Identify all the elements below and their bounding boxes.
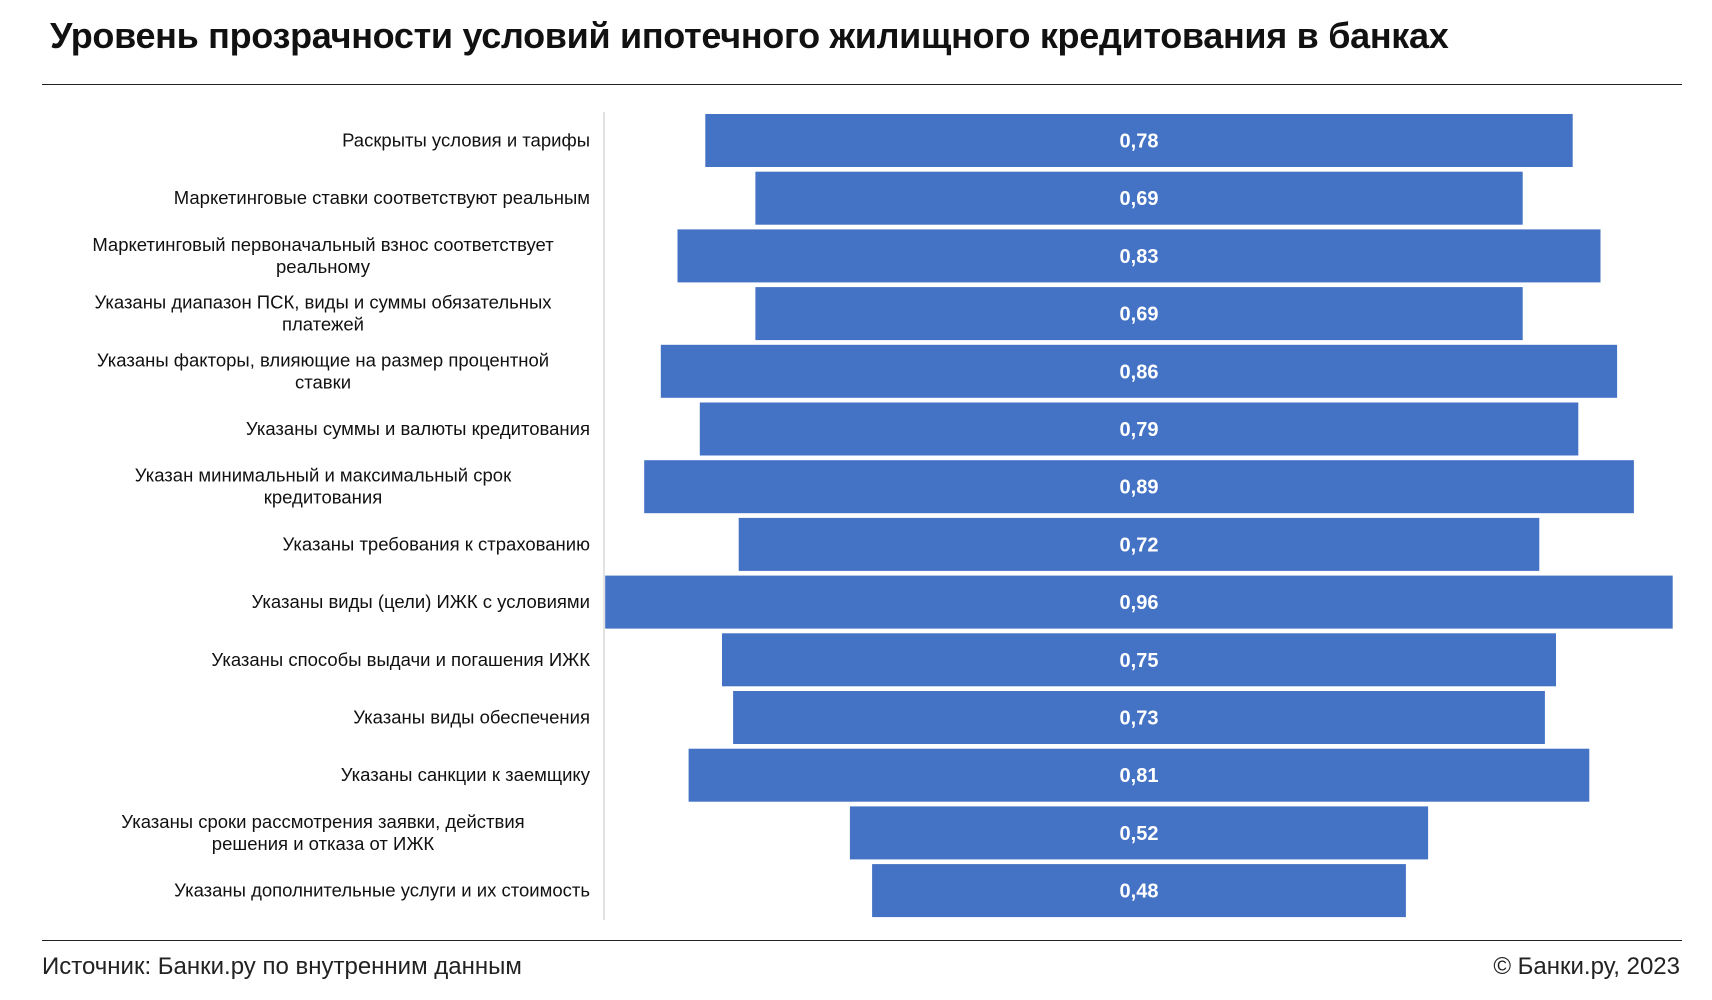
bar-12: [688, 748, 1590, 802]
bar-value-label-8: 0,72: [1120, 534, 1159, 556]
bar-8: [738, 517, 1540, 571]
bar-value-label-14: 0,48: [1120, 881, 1159, 903]
bar-14: [872, 864, 1406, 918]
category-label-12: Указаны санкции к заемщику: [341, 764, 591, 785]
bar-value-label-1: 0,78: [1120, 131, 1159, 153]
category-label-11: Указаны виды обеспечения: [353, 707, 590, 728]
category-label-2: Маркетинговые ставки соответствуют реаль…: [174, 187, 590, 208]
bar-value-label-7: 0,89: [1120, 477, 1159, 499]
footer-divider: [42, 940, 1682, 941]
category-label-14: Указаны дополнительные услуги и их стоим…: [174, 880, 590, 901]
copyright-note: © Банки.ру, 2023: [1493, 953, 1680, 980]
bar-5: [660, 344, 1618, 398]
bar-2: [755, 171, 1523, 225]
category-label-4: Указаны диапазон ПСК, виды и суммы обяза…: [94, 292, 552, 335]
bar-value-label-2: 0,69: [1120, 188, 1159, 210]
bar-value-label-9: 0,96: [1120, 592, 1159, 614]
category-label-8: Указаны требования к страхованию: [283, 533, 591, 554]
bar-value-label-6: 0,79: [1120, 419, 1159, 441]
source-note: Источник: Банки.ру по внутренним данным: [42, 953, 522, 980]
bar-1: [705, 114, 1573, 167]
bar-value-label-12: 0,81: [1120, 765, 1159, 787]
category-label-5: Указаны факторы, влияющие на размер проц…: [97, 349, 549, 392]
category-label-13: Указаны сроки рассмотрения заявки, дейст…: [121, 811, 524, 854]
bar-value-label-3: 0,83: [1120, 246, 1159, 268]
category-label-9: Указаны виды (цели) ИЖК с условиями: [252, 591, 590, 612]
category-label-3: Маркетинговый первоначальный взнос соотв…: [92, 234, 554, 277]
bar-value-label-5: 0,86: [1120, 361, 1159, 383]
bar-value-label-10: 0,75: [1120, 650, 1159, 672]
bar-4: [755, 287, 1523, 341]
bar-6: [699, 402, 1579, 456]
category-label-10: Указаны способы выдачи и погашения ИЖК: [211, 649, 590, 670]
bar-value-label-13: 0,52: [1120, 823, 1159, 845]
bar-value-label-11: 0,73: [1120, 708, 1159, 730]
bar-10: [722, 633, 1556, 687]
bar-11: [733, 691, 1545, 744]
bar-7: [644, 460, 1634, 514]
bar-chart: 0,78 0,69 0,83 0,69 0,86 0,79 0,89 0,72 0,96 0,75…: [92, 112, 1673, 920]
chart-title: Уровень прозрачности условий ипотечного …: [50, 15, 1449, 56]
title-divider: [42, 84, 1682, 85]
bar-9: [605, 575, 1673, 629]
category-label-6: Указаны суммы и валюты кредитования: [246, 418, 590, 439]
category-label-1: Раскрыты условия и тарифы: [342, 130, 590, 151]
bar-13: [849, 806, 1429, 860]
bar-3: [677, 229, 1601, 283]
category-label-7: Указан минимальный и максимальный срок кр…: [135, 465, 512, 508]
bar-value-label-4: 0,69: [1120, 304, 1159, 326]
